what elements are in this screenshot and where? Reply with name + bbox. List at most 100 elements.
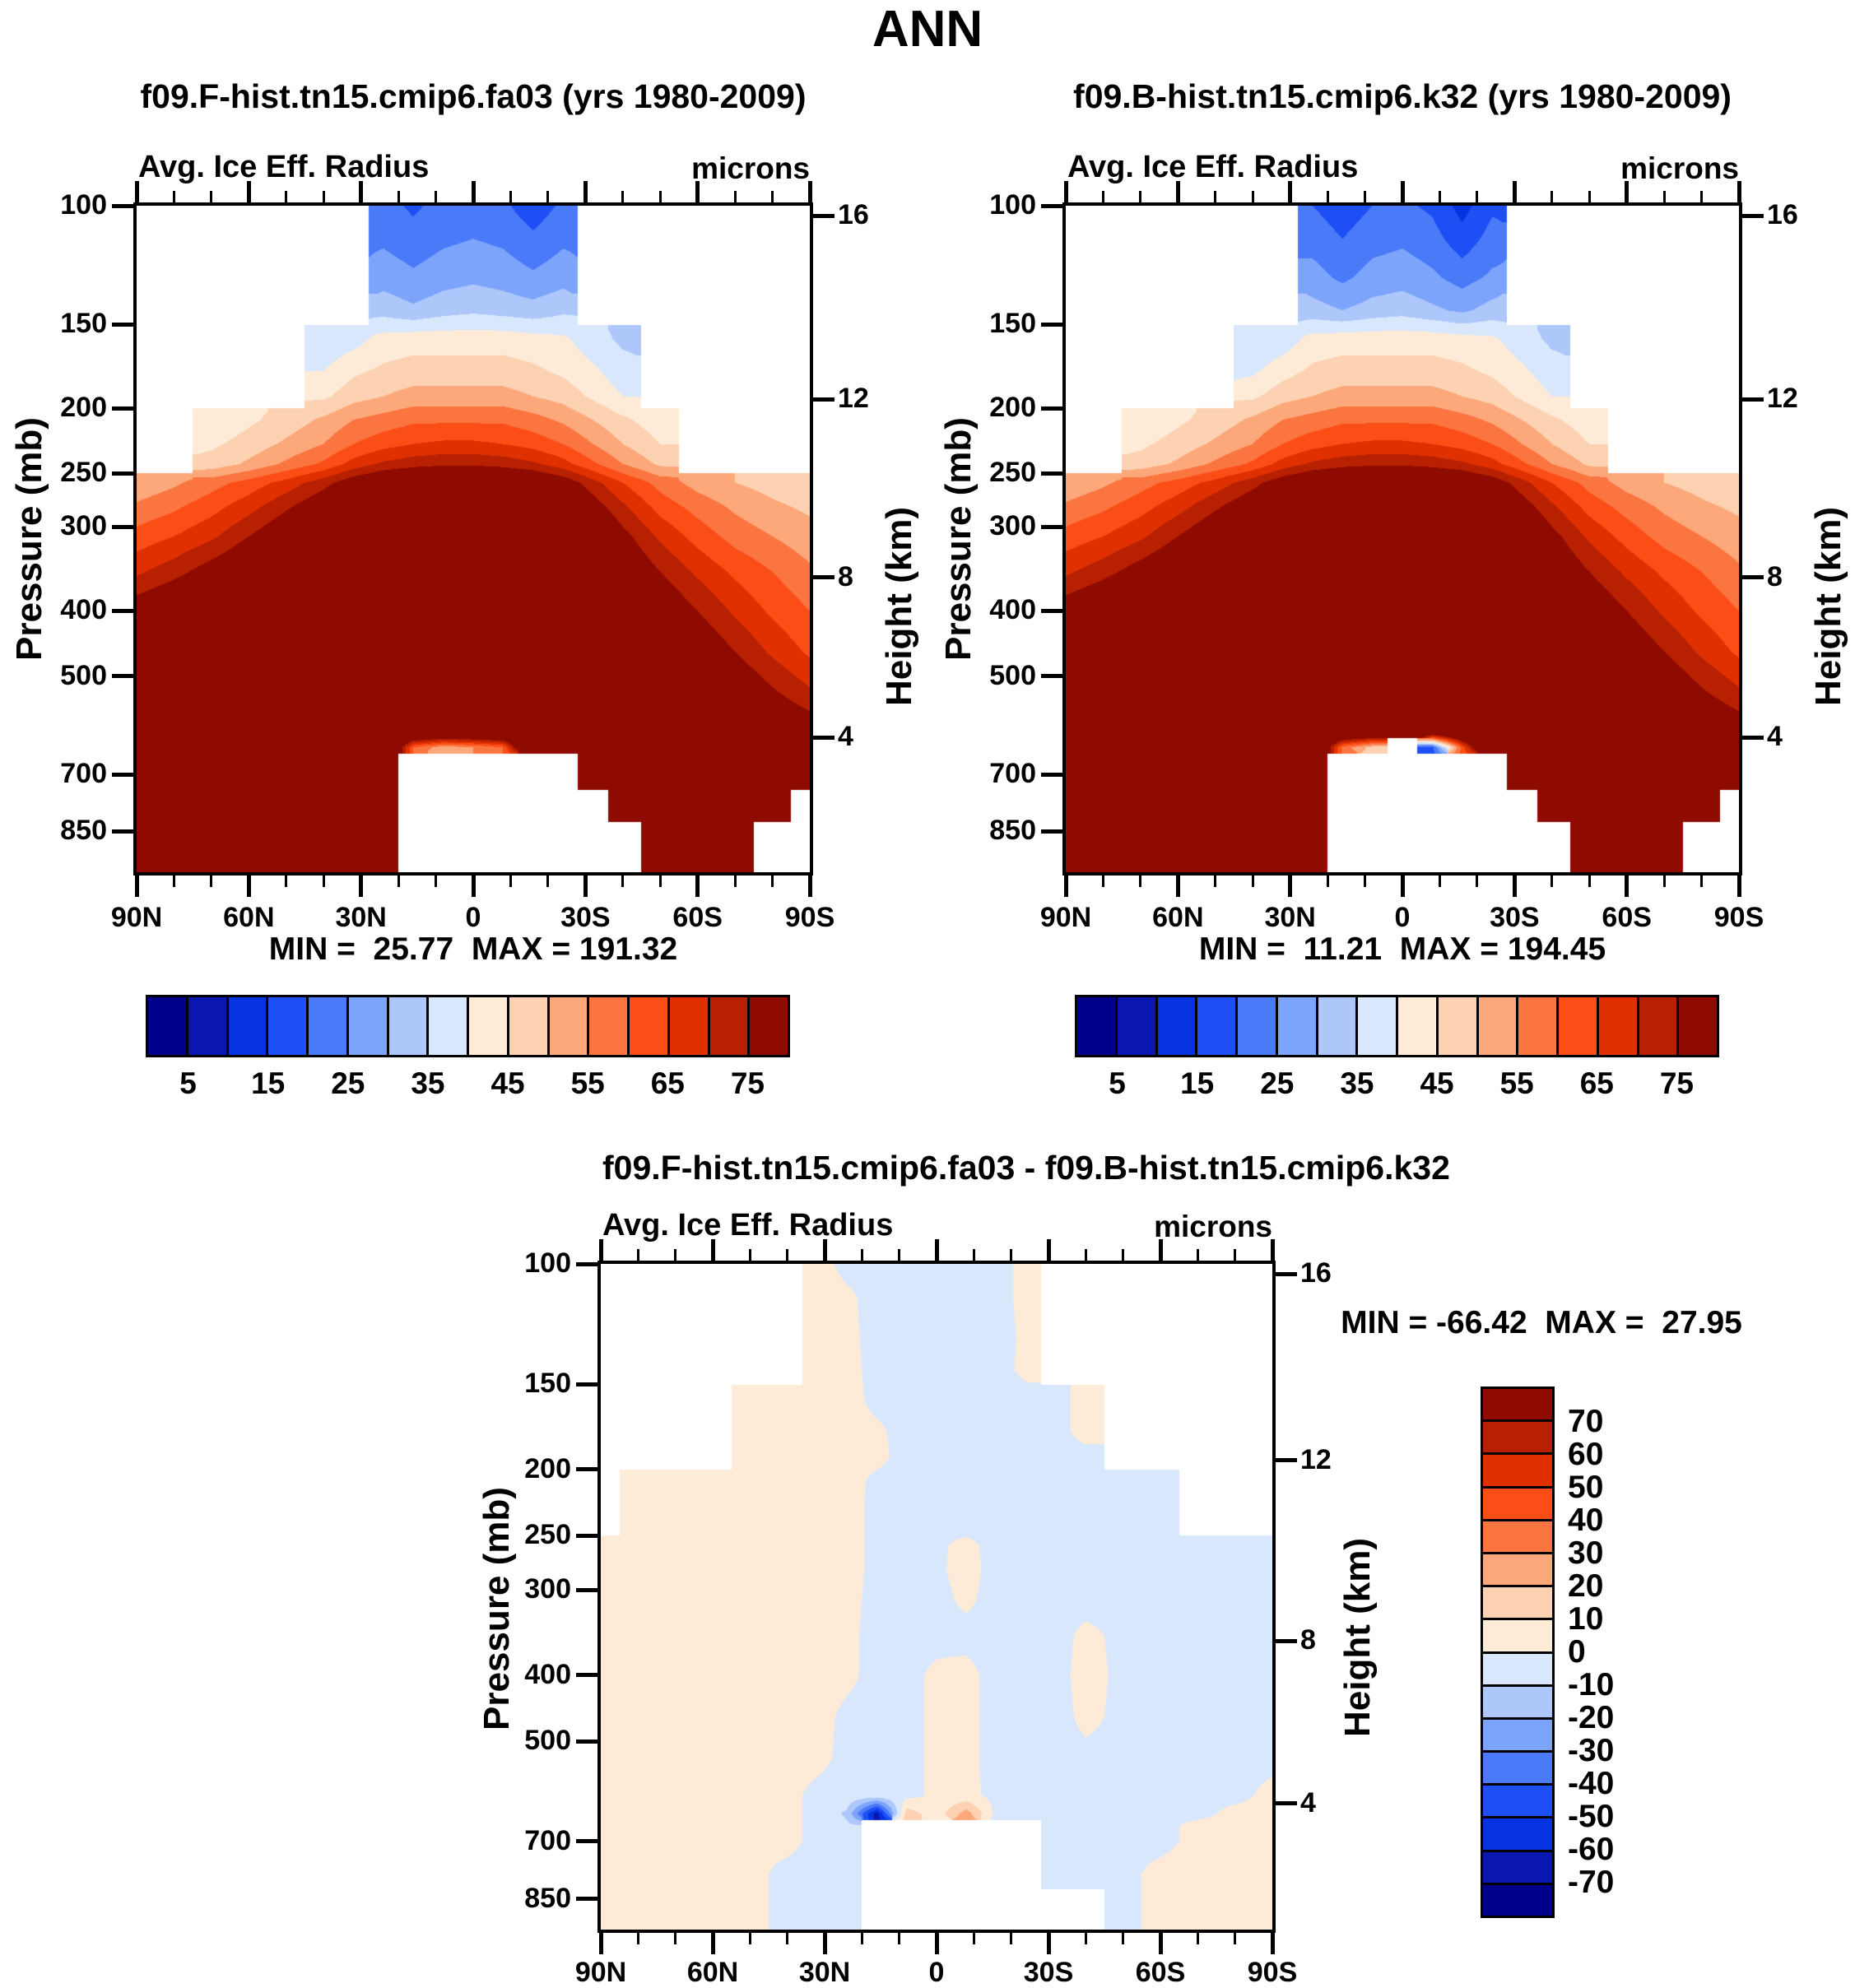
diff-x-tick-top (972, 1249, 975, 1261)
left-x-tick-top (658, 191, 662, 202)
left-colorbar-cell (309, 997, 349, 1055)
diff-colorbar-label: 50 (1568, 1470, 1604, 1505)
diff-pressure-tick-label: 150 (524, 1368, 571, 1400)
left-pressure-tick (112, 471, 133, 476)
main-title: ANN (872, 1, 983, 58)
right-colorbar-cell (1197, 997, 1238, 1055)
diff-x-tick-top (1196, 1249, 1199, 1261)
diff-colorbar-cell (1483, 1389, 1552, 1423)
left-pressure-tick (112, 674, 133, 679)
left-pressure-tick-label: 200 (60, 392, 107, 424)
right-x-tick-top (1214, 191, 1217, 202)
left-x-tick-top (134, 181, 139, 202)
diff-height-tick (1276, 1271, 1297, 1276)
left-pressure-tick (112, 203, 133, 208)
right-pressure-tick-label: 100 (989, 189, 1036, 221)
right-colorbar-label: 15 (1180, 1066, 1215, 1100)
right-height-tick-label: 16 (1767, 199, 1798, 231)
right-x-tick-top (1063, 181, 1068, 202)
left-colorbar-cell (388, 997, 430, 1055)
left-colorbar-cell (148, 997, 188, 1055)
right-pressure-tick (1041, 322, 1062, 327)
left-colorbar-cell (228, 997, 269, 1055)
left-colorbar-cell (669, 997, 710, 1055)
left-x-tick-top (172, 191, 175, 202)
left-x-tick (546, 876, 550, 887)
left-x-tick-top (583, 181, 588, 202)
right-x-tick-top (1400, 181, 1405, 202)
left-colorbar-cell (750, 997, 788, 1055)
left-x-tick-top (733, 191, 737, 202)
left-colorbar-label: 5 (179, 1066, 197, 1100)
diff-colorbar-cell (1483, 1620, 1552, 1654)
right-pressure-tick-label: 250 (989, 457, 1036, 489)
diff-x-tick-top (934, 1239, 939, 1261)
right-colorbar-cell (1238, 997, 1278, 1055)
diff-pressure-tick-label: 100 (524, 1247, 571, 1279)
right-x-tick-top (1625, 181, 1630, 202)
diff-x-tick (598, 1933, 603, 1954)
diff-colorbar-cell (1483, 1851, 1552, 1885)
left-x-tick (172, 876, 175, 887)
diff-x-tick-top (1234, 1249, 1237, 1261)
left-x-tick-top (771, 191, 774, 202)
diff-pressure-tick-label: 850 (524, 1882, 571, 1914)
left-pressure-tick (112, 608, 133, 613)
right-colorbar-cell (1518, 997, 1559, 1055)
right-x-tick-top (1700, 191, 1704, 202)
right-x-tick-top (1364, 191, 1367, 202)
left-pressure-tick-label: 150 (60, 308, 107, 340)
left-colorbar-cell (268, 997, 309, 1055)
right-height-tick (1742, 397, 1764, 402)
right-x-tick (1364, 876, 1367, 887)
diff-height-tick-label: 8 (1300, 1624, 1316, 1656)
diff-pressure-tick-label: 200 (524, 1452, 571, 1484)
diff-colorbar-label: 70 (1568, 1404, 1604, 1439)
left-pressure-tick-label: 700 (60, 758, 107, 790)
diff-height-tick-label: 16 (1300, 1257, 1332, 1289)
diff-colorbar-cell (1483, 1455, 1552, 1489)
right-pressure-tick (1041, 524, 1062, 529)
right-pressure-tick (1041, 203, 1062, 208)
right-colorbar-cell (1157, 997, 1198, 1055)
right-lat-label: 0 (1394, 902, 1411, 933)
right-x-tick (1288, 876, 1293, 897)
left-pressure-tick-label: 500 (60, 659, 107, 691)
diff-pressure-tick (576, 1839, 597, 1844)
left-x-tick-top (695, 181, 700, 202)
left-x-tick (771, 876, 774, 887)
diff-height-tick (1276, 1638, 1297, 1643)
right-pressure-tick (1041, 674, 1062, 679)
diff-colorbar-label: 10 (1568, 1601, 1604, 1637)
diff-colorbar-cell (1483, 1587, 1552, 1621)
left-x-tick (583, 876, 588, 897)
left-colorbar-cell (469, 997, 509, 1055)
diff-lat-label: 30N (798, 1957, 851, 1988)
right-pressure-tick-label: 500 (989, 659, 1036, 691)
right-x-tick-top (1251, 191, 1254, 202)
left-pressure-tick (112, 772, 133, 777)
right-lat-label: 30N (1264, 902, 1316, 933)
right-colorbar-cell (1358, 997, 1398, 1055)
right-x-tick (1101, 876, 1104, 887)
diff-x-tick-top (1084, 1249, 1087, 1261)
diff-colorbar-label: 0 (1568, 1634, 1586, 1670)
diff-colorbar-cell (1483, 1686, 1552, 1720)
diff-lat-label: 30S (1023, 1957, 1074, 1988)
diff-x-tick-top (1158, 1239, 1163, 1261)
right-colorbar-label: 45 (1420, 1066, 1454, 1100)
right-colorbar-label: 75 (1659, 1066, 1695, 1100)
left-colorbar-cell (429, 997, 469, 1055)
left-lat-label: 0 (465, 902, 481, 933)
left-lat-label: 60N (223, 902, 275, 933)
right-pressure-tick-label: 700 (989, 758, 1036, 790)
left-panel-contour-field (137, 206, 810, 872)
diff-x-tick-top (598, 1239, 603, 1261)
left-pressure-tick-label: 250 (60, 457, 107, 489)
diff-x-tick (1010, 1933, 1013, 1944)
diff-panel-contour-field (601, 1264, 1272, 1930)
left-x-tick (621, 876, 625, 887)
right-x-tick (1214, 876, 1217, 887)
right-height-tick-label: 12 (1767, 383, 1798, 415)
right-panel-contour-field (1066, 206, 1739, 872)
